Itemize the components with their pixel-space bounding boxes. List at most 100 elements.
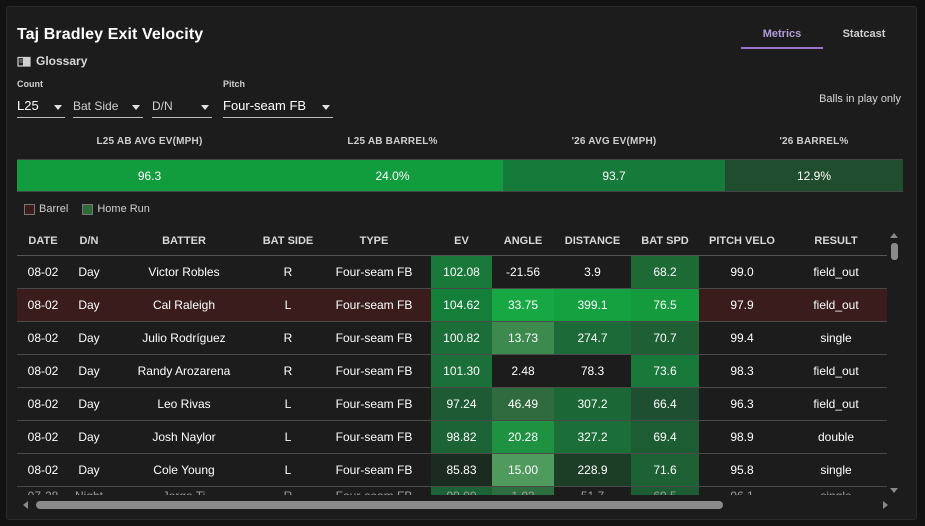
table-cell: Day [69,354,109,388]
table-cell: 99.4 [699,321,785,355]
summary-value: 96.3 [17,160,282,191]
pitch-filter-label: Pitch [223,79,246,89]
column-header[interactable]: BAT SPD [631,227,699,256]
pitch-select[interactable]: Four-seam FB [223,94,333,118]
table-cell: 98.9 [699,420,785,454]
table-cell: 98.82 [431,420,492,454]
table-cell: field_out [785,255,887,289]
scroll-left-icon[interactable] [23,501,28,509]
table-cell: Four-seam FB [317,354,431,388]
table-cell: single [785,453,887,487]
pitch-table: DATE D/N BATTER BAT SIDE TYPE EV ANGLE DISTANCE… [17,227,887,495]
tab-metrics[interactable]: Metrics [741,27,823,49]
table-cell: 08-02 [17,453,69,487]
table-cell: 99.00 [431,486,492,495]
table-cell: double [785,420,887,454]
table-cell: 76.5 [631,288,699,322]
column-header[interactable]: BAT SIDE [259,227,317,256]
table-cell: Jorge Ti [109,486,259,495]
table-cell: Four-seam FB [317,321,431,355]
table-cell: 96.3 [699,387,785,421]
table-cell: Cal Raleigh [109,288,259,322]
scroll-down-icon[interactable] [890,488,898,493]
count-filter-label: Count [17,79,43,89]
table-row[interactable]: 08-02 Day Randy Arozarena R Four-seam FB 101.… [17,354,887,388]
table-cell: 3.9 [554,255,631,289]
table-row[interactable]: 07-28NightJorge TiRFour-seam FB99.001.03… [17,486,887,495]
table-cell: 104.62 [431,288,492,322]
table-cell: field_out [785,288,887,322]
column-header[interactable]: RESULT [785,227,887,256]
page-title: Taj Bradley Exit Velocity [17,26,204,43]
table-cell: 96.1 [699,486,785,495]
barrel-swatch [24,203,35,215]
legend-item-barrel: Barrel [24,203,68,215]
table-cell: Day [69,420,109,454]
table-cell: Day [69,321,109,355]
table-cell: field_out [785,387,887,421]
table-cell: 08-02 [17,288,69,322]
table-cell: Night [69,486,109,495]
summary-label: L25 AB AVG EV(MPH) [96,135,203,147]
table-cell: 08-02 [17,387,69,421]
table-cell: 97.24 [431,387,492,421]
column-header[interactable]: D/N [69,227,109,256]
day-night-select[interactable]: D/N [152,94,212,118]
table-row[interactable]: 08-02 Day Julio Rodríguez R Four-seam FB 100.… [17,321,887,355]
count-select[interactable]: L25 [17,94,65,118]
balls-in-play-note: Balls in play only [819,93,901,105]
table-row[interactable]: 08-02 Day Josh Naylor L Four-seam FB 98.82 20.… [17,420,887,454]
table-body: 08-02 Day Victor Robles R Four-seam FB 102.08… [17,255,887,495]
table-cell: 08-02 [17,255,69,289]
glossary-link[interactable]: Glossary [17,54,87,68]
summary-label: L25 AB BARREL% [347,135,438,147]
table-cell: 399.1 [554,288,631,322]
vertical-scrollbar[interactable] [889,231,899,493]
table-cell: Four-seam FB [317,420,431,454]
table-cell: 327.2 [554,420,631,454]
table-cell: Day [69,387,109,421]
table-cell: R [259,354,317,388]
column-header[interactable]: PITCH VELO [699,227,785,256]
pitch-select-value: Four-seam FB [223,98,307,113]
home-run-swatch [82,203,94,215]
horizontal-scrollbar[interactable] [17,499,897,511]
chevron-down-icon [54,104,62,110]
table-cell: field_out [785,354,887,388]
table-cell: R [259,486,317,495]
column-header[interactable]: BATTER [109,227,259,256]
column-header[interactable]: DATE [17,227,69,256]
table-cell: 69.5 [631,486,699,495]
table-cell: 101.30 [431,354,492,388]
chevron-down-icon [201,104,209,110]
bat-side-select[interactable]: Bat Side [73,94,143,118]
table-cell: R [259,255,317,289]
table-cell: 70.7 [631,321,699,355]
tab-statcast[interactable]: Statcast [842,28,886,40]
table-row[interactable]: 08-02 Day Victor Robles R Four-seam FB 102.08… [17,255,887,289]
table-cell: Day [69,288,109,322]
table-cell: single [785,486,887,495]
scroll-up-icon[interactable] [890,233,898,238]
table-cell: Josh Naylor [109,420,259,454]
scroll-right-icon[interactable] [883,501,888,509]
column-header[interactable]: TYPE [317,227,431,256]
table-row[interactable]: 08-02 Day Leo Rivas L Four-seam FB 97.24 46.49… [17,387,887,421]
column-header[interactable]: ANGLE [492,227,554,256]
day-night-filter-label [152,79,212,91]
column-header[interactable]: DISTANCE [554,227,631,256]
exit-velocity-card: Taj Bradley Exit Velocity Glossary Metri… [6,6,917,520]
table-cell: 33.75 [492,288,554,322]
vertical-scroll-thumb[interactable] [890,243,898,260]
column-header[interactable]: EV [431,227,492,256]
table-row[interactable]: 08-02 Day Cal Raleigh L Four-seam FB 104.62 33… [17,288,887,322]
legend-item-home-run: Home Run [82,203,150,215]
horizontal-scroll-thumb[interactable] [36,501,723,509]
bat-side-filter-label [73,79,143,91]
table-cell: 08-02 [17,354,69,388]
table-cell: 20.28 [492,420,554,454]
table-row[interactable]: 08-02 Day Cole Young L Four-seam FB 85.83 15.0… [17,453,887,487]
view-tabs: Metrics Statcast [741,27,905,49]
count-filter: Count L25 [17,79,65,118]
summary-label: '26 BARREL% [779,135,849,147]
